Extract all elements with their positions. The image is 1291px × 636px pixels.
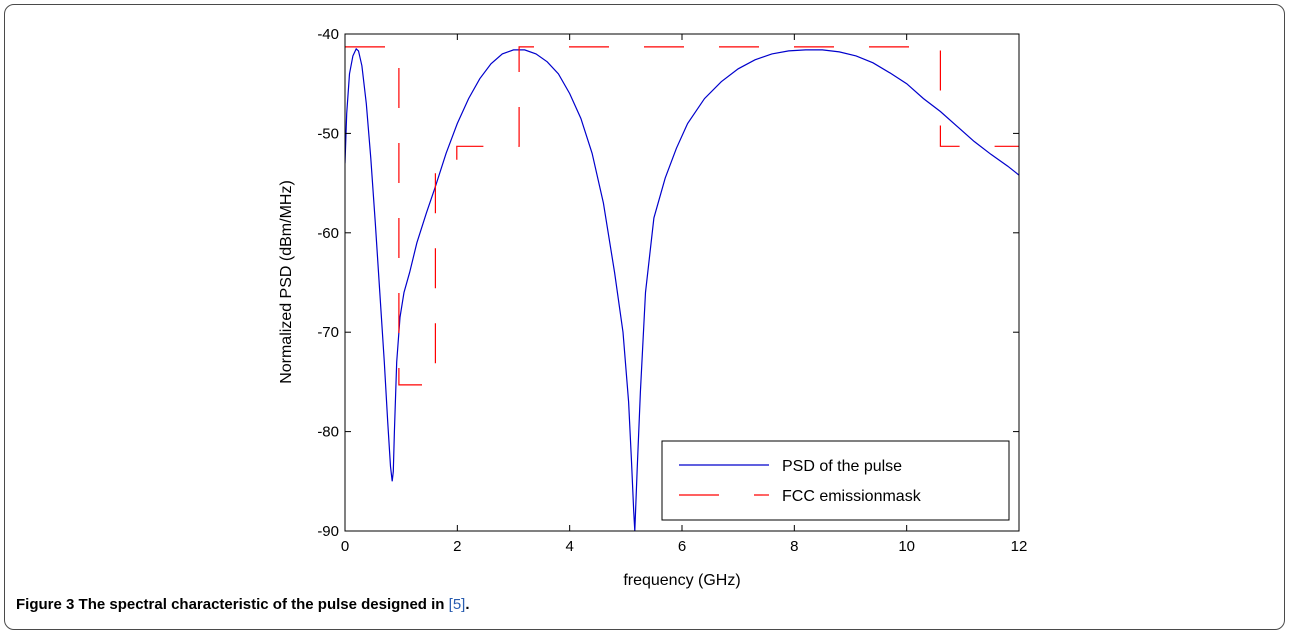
y-tick-label: -90 — [317, 523, 339, 540]
figure-caption: Figure 3 The spectral characteristic of … — [16, 596, 470, 613]
x-tick-label: 12 — [1011, 538, 1028, 555]
legend: PSD of the pulse FCC emissionmask — [661, 440, 1010, 521]
legend-label-psd: PSD of the pulse — [782, 458, 902, 475]
series-line-psd — [345, 47, 1019, 531]
caption-label: Figure 3 — [16, 596, 75, 613]
y-tick-label: -60 — [317, 225, 339, 242]
x-tick-label: 4 — [565, 538, 573, 555]
caption-period: . — [465, 596, 470, 613]
y-tick-label: -70 — [317, 324, 339, 341]
y-tick-label: -80 — [317, 424, 339, 441]
x-axis-label: frequency (GHz) — [623, 572, 740, 589]
x-tick-label: 8 — [790, 538, 798, 555]
y-tick-label: -50 — [317, 125, 339, 142]
y-axis-label: Normalized PSD (dBm/MHz) — [278, 180, 295, 384]
legend-box — [661, 440, 1010, 521]
legend-label-fcc: FCC emissionmask — [782, 488, 922, 505]
x-tick-label: 0 — [341, 538, 349, 555]
x-tick-label: 6 — [678, 538, 686, 555]
caption-title: The spectral characteristic of the pulse… — [78, 596, 445, 613]
x-tick-label: 10 — [898, 538, 915, 555]
figure-frame — [4, 4, 1285, 630]
series-line-fcc-mask — [345, 46, 1019, 386]
caption-reference-link[interactable]: [5] — [448, 596, 466, 613]
tick-layer: 0 2 4 6 8 10 12 -40 -50 -60 -70 -80 -90 — [317, 26, 1027, 555]
y-tick-label: -40 — [317, 26, 339, 43]
x-tick-label: 2 — [453, 538, 461, 555]
series-layer — [345, 46, 1019, 531]
